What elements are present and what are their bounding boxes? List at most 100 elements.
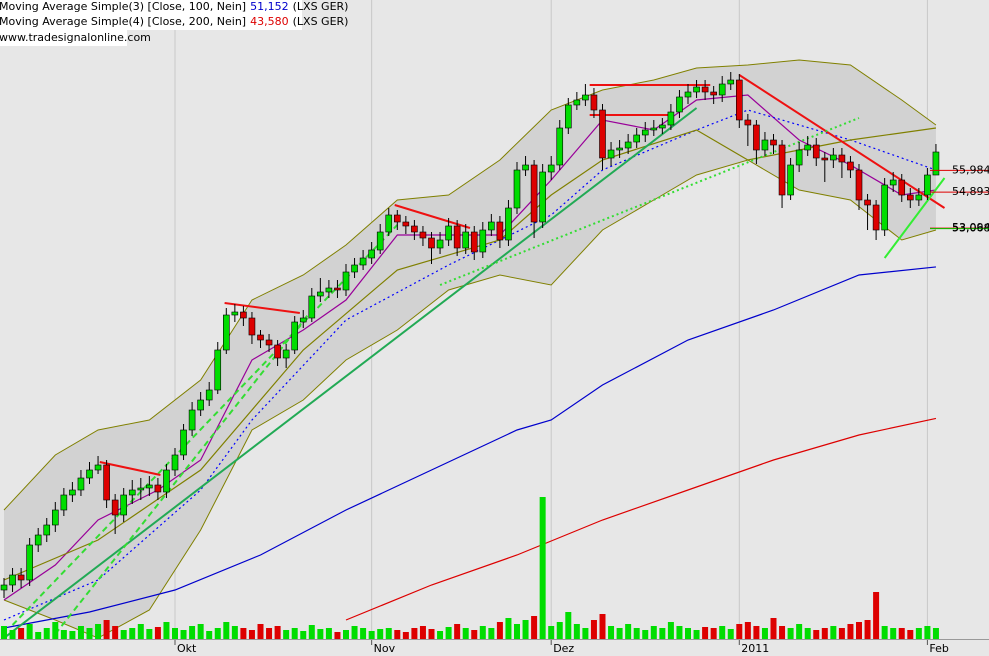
candle-body (453, 225, 461, 249)
candle-body (573, 99, 581, 106)
candle-body (60, 494, 68, 511)
volume-bar (334, 632, 341, 640)
candle-body (34, 534, 42, 546)
candle-body (804, 144, 812, 151)
candle-body (368, 249, 375, 259)
candle-body (334, 287, 341, 291)
volume-bar (291, 628, 298, 640)
candle-body (787, 164, 794, 196)
volume-bar (120, 630, 127, 640)
volume-bar (847, 624, 854, 640)
candle-body (718, 83, 726, 96)
volume-bar (539, 497, 546, 640)
volume-bar (548, 626, 555, 640)
candle-body (513, 169, 521, 209)
volume-bar (907, 630, 914, 640)
volume-bar (522, 620, 529, 640)
volume-bar (804, 628, 811, 640)
candle-body (676, 96, 683, 113)
volume-bar (779, 626, 786, 640)
candle-body (547, 164, 555, 173)
overlay-line (345, 417, 937, 621)
candle-body (214, 349, 222, 391)
candle-body (838, 154, 846, 163)
volume-bar (736, 624, 743, 640)
candle-body (753, 124, 760, 151)
candle-body (932, 151, 940, 176)
candle-body (111, 499, 119, 516)
legend-source: (LXS GER) (293, 15, 349, 28)
trend-line (439, 117, 860, 286)
volume-bar (813, 630, 820, 640)
candle-body (17, 574, 25, 581)
legend-value: 43,580 (250, 15, 289, 28)
candle-body (248, 317, 256, 336)
x-tick-label: 2011 (741, 642, 769, 655)
trend-line (224, 302, 300, 314)
candle-body (906, 194, 914, 201)
candle-body (359, 257, 367, 266)
candle-body (274, 344, 281, 359)
candle-body (240, 311, 247, 319)
candle-body (830, 154, 837, 161)
x-tick-label: Okt (177, 642, 197, 655)
candle-body (137, 487, 145, 491)
candle-body (488, 221, 495, 231)
volume-bar (351, 626, 358, 640)
candle-body (342, 271, 350, 291)
volume-bar (445, 627, 452, 640)
candle-body (265, 339, 273, 346)
volume-bar (838, 628, 845, 640)
trend-line (883, 177, 946, 259)
price-label: 55,984 (952, 163, 989, 176)
legend-box (0, 0, 302, 30)
candle-body (411, 225, 418, 233)
volume-bar (257, 624, 264, 640)
volume-bar (454, 624, 461, 640)
candle-body (710, 91, 717, 96)
volume-bar (864, 620, 871, 640)
volume-bar (137, 624, 144, 640)
volume-bar (625, 624, 632, 640)
legend-entry: Moving Average Simple(3) [Close, 100, Ne… (0, 0, 348, 13)
x-tick-label: Feb (929, 642, 948, 655)
candle-body (180, 429, 187, 456)
candle-body (659, 124, 666, 129)
volume-bar (582, 628, 589, 640)
volume-bar (394, 630, 401, 640)
candle-body (684, 91, 692, 98)
volume-bar (659, 628, 666, 640)
volume-bar (761, 628, 768, 640)
trend-line (11, 224, 399, 626)
candle-body (624, 141, 632, 149)
volume-bar (428, 629, 435, 640)
candle-body (616, 147, 623, 151)
volume-bar (881, 626, 888, 640)
volume-bar (231, 626, 238, 640)
candle-body (171, 454, 179, 471)
volume-bar (719, 626, 726, 640)
candle-body (317, 291, 324, 297)
volume-bar (86, 628, 93, 640)
volume-bar (35, 632, 42, 640)
volume-bar (43, 628, 50, 640)
volume-bar (710, 628, 717, 640)
candle-body (9, 574, 16, 586)
candle-body (385, 214, 393, 233)
volume-bar (385, 628, 392, 640)
volume-bar (223, 622, 230, 640)
volume-bar (796, 624, 803, 640)
volume-bar (667, 622, 674, 640)
volume-bar (214, 628, 221, 640)
trend-line (54, 309, 313, 635)
volume-bar (753, 626, 760, 640)
candle-body (872, 204, 880, 231)
candle-body (855, 169, 863, 201)
candle-body (51, 509, 59, 526)
volume-bar (496, 622, 503, 640)
candle-body (915, 194, 923, 201)
candle-body (43, 524, 51, 536)
candle-body (94, 464, 102, 471)
legend-source: (LXS GER) (293, 0, 349, 13)
candle-body (821, 157, 829, 161)
